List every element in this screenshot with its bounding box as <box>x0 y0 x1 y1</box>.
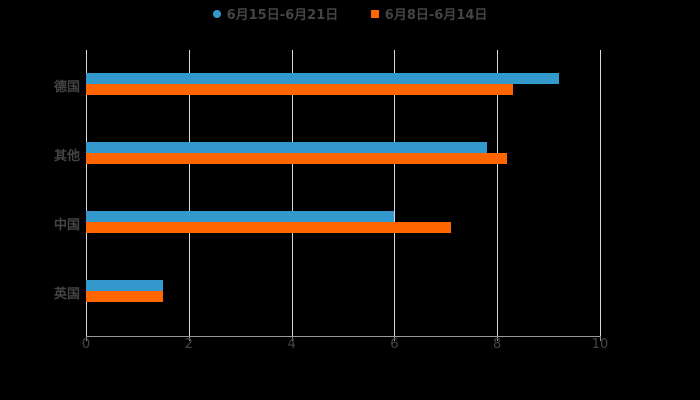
x-tick <box>291 336 293 341</box>
legend-item-series-1[interactable]: 6月15日-6月21日 <box>212 4 339 23</box>
plot-area <box>86 50 601 336</box>
bar[interactable] <box>86 153 508 164</box>
gridline <box>86 50 87 336</box>
x-tick-label: 0 <box>81 337 91 352</box>
legend-marker-square-icon <box>370 9 379 18</box>
x-tick-label: 6 <box>390 337 399 352</box>
x-tick-label: 4 <box>287 337 296 352</box>
x-tick <box>86 336 87 341</box>
legend-label: 6月8日-6月14日 <box>384 8 488 23</box>
gridline <box>600 50 601 336</box>
legend-item-series-2[interactable]: 6月8日-6月14日 <box>370 4 488 23</box>
x-tick-label: 2 <box>184 337 193 352</box>
x-tick-label: 8 <box>493 337 502 352</box>
x-tick <box>188 336 190 341</box>
gridline <box>497 50 499 336</box>
legend-label: 6月15日-6月21日 <box>226 8 339 23</box>
category-label: 其他 <box>53 149 80 164</box>
x-tick <box>497 336 499 341</box>
x-axis-line <box>86 336 600 337</box>
gridline <box>394 50 396 336</box>
bar[interactable] <box>86 280 164 291</box>
bar[interactable] <box>86 84 513 95</box>
chart-legend: 6月15日-6月21日 6月8日-6月14日 <box>0 4 700 23</box>
x-tick <box>600 336 601 341</box>
bar[interactable] <box>86 211 395 222</box>
gridline <box>291 50 293 336</box>
legend-marker-circle-icon <box>212 9 221 18</box>
bar[interactable] <box>86 73 559 84</box>
x-tick <box>394 336 396 341</box>
gridline <box>188 50 190 336</box>
bar[interactable] <box>86 222 451 233</box>
x-tick-label: 10 <box>591 337 609 352</box>
bar[interactable] <box>86 291 164 302</box>
category-label: 中国 <box>53 218 80 233</box>
category-label: 德国 <box>53 80 80 95</box>
category-label: 英国 <box>53 287 80 302</box>
bar[interactable] <box>86 142 487 153</box>
